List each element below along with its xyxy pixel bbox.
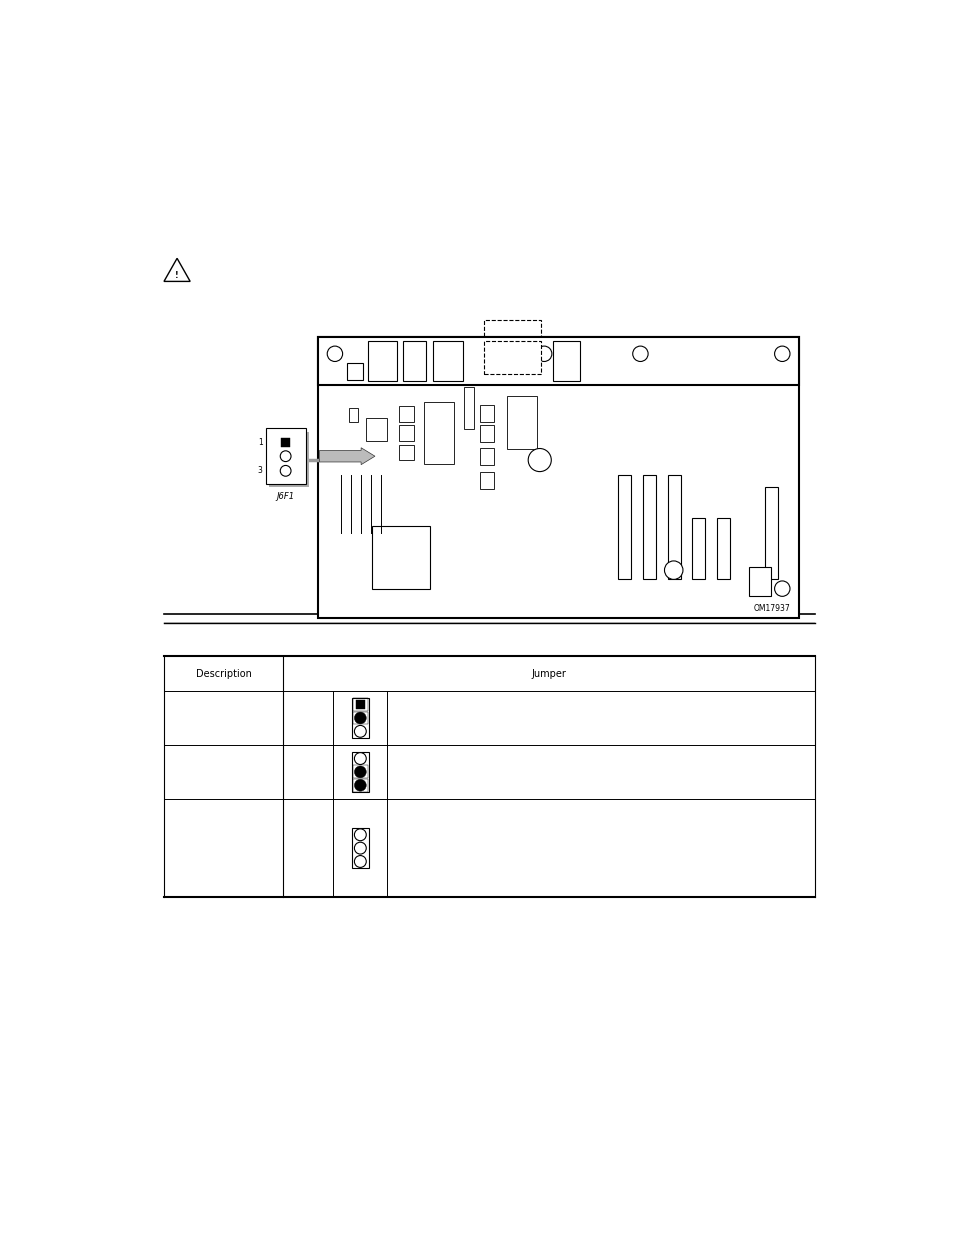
Circle shape [280, 451, 291, 462]
Circle shape [632, 346, 647, 362]
Bar [281, 437, 290, 447]
Bar [352, 698, 369, 739]
Bar [269, 431, 309, 487]
Bar [483, 320, 540, 341]
Bar [424, 403, 453, 464]
Circle shape [354, 829, 366, 841]
Bar [365, 417, 387, 441]
Bar [506, 396, 537, 448]
Bar [352, 752, 369, 792]
Bar [433, 341, 462, 380]
Bar [353, 711, 368, 725]
Bar [763, 487, 777, 579]
Bar [667, 475, 679, 579]
Circle shape [327, 346, 342, 362]
Bar [479, 425, 493, 442]
Bar [398, 406, 414, 421]
Bar [692, 517, 704, 579]
Bar [353, 698, 368, 711]
Bar [352, 829, 369, 868]
Circle shape [774, 346, 789, 362]
Text: OM17937: OM17937 [753, 604, 789, 614]
Bar [552, 341, 579, 380]
Circle shape [354, 752, 366, 764]
Bar [642, 475, 656, 579]
Circle shape [774, 580, 789, 597]
Bar [265, 429, 305, 484]
Bar [748, 567, 770, 597]
Bar [479, 405, 493, 421]
Bar [317, 337, 799, 384]
Circle shape [354, 856, 366, 867]
Bar [398, 425, 414, 441]
Bar [372, 526, 429, 589]
Bar [353, 766, 368, 778]
Bar [355, 700, 365, 709]
Bar [483, 341, 540, 374]
Text: Jumper: Jumper [531, 668, 566, 679]
Bar [402, 341, 425, 380]
Bar [353, 779, 368, 792]
Circle shape [354, 779, 366, 792]
Bar [464, 387, 473, 430]
Circle shape [528, 448, 551, 472]
Circle shape [280, 466, 291, 477]
Text: J6F1: J6F1 [276, 492, 294, 500]
Bar [479, 448, 493, 466]
Bar [398, 445, 414, 461]
Text: Description: Description [195, 668, 252, 679]
Circle shape [536, 346, 551, 362]
Bar [347, 363, 362, 380]
Circle shape [354, 766, 366, 778]
Bar [368, 341, 396, 380]
Bar [317, 337, 799, 618]
Text: 1: 1 [257, 438, 262, 447]
Bar [349, 408, 357, 421]
Circle shape [664, 561, 682, 579]
Circle shape [354, 713, 366, 724]
Text: 3: 3 [257, 467, 262, 475]
Circle shape [354, 842, 366, 855]
Bar [618, 475, 631, 579]
FancyArrow shape [319, 448, 375, 464]
Bar [479, 472, 493, 489]
Circle shape [354, 725, 366, 737]
Bar [716, 517, 729, 579]
Text: !: ! [175, 270, 179, 280]
